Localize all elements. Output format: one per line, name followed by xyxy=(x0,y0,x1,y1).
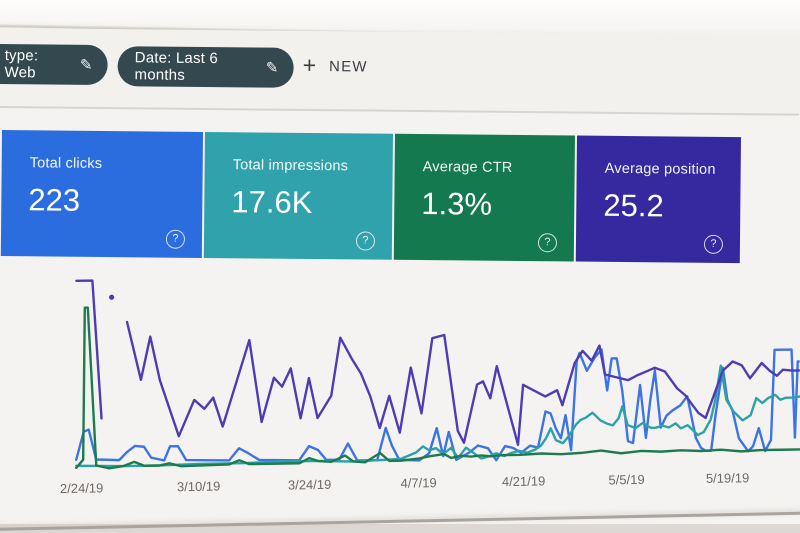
card-value: 1.3% xyxy=(421,186,493,222)
card-total-impressions[interactable]: Total impressions 17.6K ? xyxy=(203,131,394,260)
plus-icon: + xyxy=(302,51,317,79)
edit-icon[interactable]: ✎ xyxy=(265,59,279,77)
x-tick-label: 3/24/19 xyxy=(287,476,332,493)
edit-icon[interactable]: ✎ xyxy=(79,56,93,74)
x-tick-label: 5/19/19 xyxy=(705,470,750,486)
new-filter-button[interactable]: + NEW xyxy=(302,51,368,79)
card-label: Total impressions xyxy=(232,157,349,175)
series-line-total-clicks xyxy=(74,348,800,462)
performance-chart: 2/24/19 3/10/19 3/24/19 4/7/19 4/21/19 5/5/19… xyxy=(0,247,800,510)
header-and-cards: type: Web ✎ Date: Last 6 months ✎ + NEW … xyxy=(0,28,800,268)
help-icon[interactable]: ? xyxy=(355,231,376,251)
series-line-average-ctr xyxy=(75,306,800,470)
new-filter-label: NEW xyxy=(328,58,368,76)
metric-cards: Total clicks 223 ? Total impressions 17.… xyxy=(0,130,799,264)
desk-area xyxy=(0,524,800,533)
card-value: 25.2 xyxy=(603,187,664,224)
chip-date-range-label: Date: Last 6 months xyxy=(134,49,219,84)
x-tick-label: 3/10/19 xyxy=(176,478,221,495)
card-label: Total clicks xyxy=(29,155,103,172)
card-total-clicks[interactable]: Total clicks 223 ? xyxy=(0,130,204,258)
card-label: Average position xyxy=(604,160,716,178)
card-label: Average CTR xyxy=(422,159,513,176)
chip-search-type-label: type: Web xyxy=(4,47,39,82)
chart-canvas xyxy=(74,279,800,470)
series-line-total-impressions xyxy=(75,364,800,468)
series-line-average-position xyxy=(75,279,103,420)
x-tick-label: 4/7/19 xyxy=(400,475,437,491)
help-icon[interactable]: ? xyxy=(165,229,186,249)
monitor-bezel xyxy=(0,0,800,30)
card-average-position[interactable]: Average position 25.2 ? xyxy=(575,135,741,264)
help-icon[interactable]: ? xyxy=(537,233,558,253)
card-average-ctr[interactable]: Average CTR 1.3% ? xyxy=(393,133,575,262)
x-tick-label: 2/24/19 xyxy=(59,480,104,497)
series-line-average-position xyxy=(125,320,800,447)
chip-search-type[interactable]: type: Web ✎ xyxy=(0,43,108,86)
card-value: 17.6K xyxy=(231,184,313,221)
x-tick-label: 4/21/19 xyxy=(501,473,546,490)
card-value: 223 xyxy=(28,182,81,218)
series-point-average-position xyxy=(109,294,115,300)
filter-bar: type: Web ✎ Date: Last 6 months ✎ + NEW xyxy=(0,28,800,116)
chip-date-range[interactable]: Date: Last 6 months ✎ xyxy=(117,46,294,88)
x-tick-label: 5/5/19 xyxy=(608,471,645,488)
